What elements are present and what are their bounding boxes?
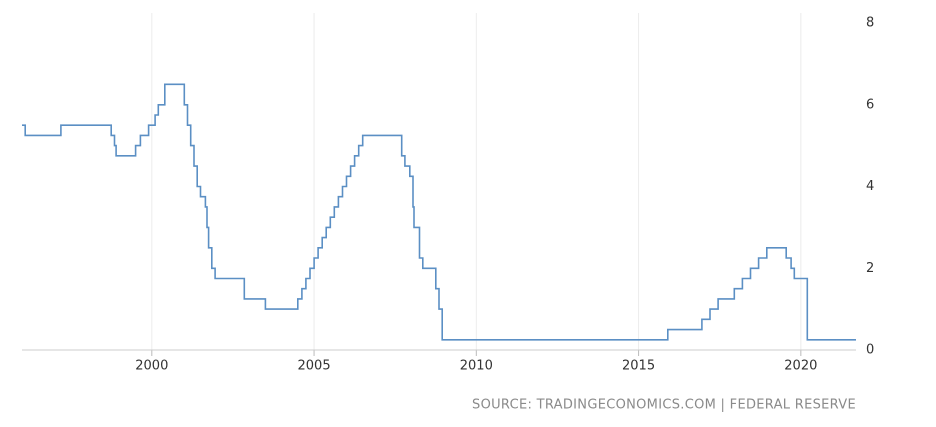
data-line [22,83,856,341]
source-note: SOURCE: TRADINGECONOMICS.COM | FEDERAL R… [472,398,856,413]
x-tick-label: 2000 [135,359,168,374]
y-tick-label: 0 [866,343,874,358]
x-tick-label: 2010 [460,359,493,374]
y-tick-label: 8 [866,16,874,31]
y-tick-label: 6 [866,97,874,112]
x-tick-label: 2020 [784,359,817,374]
y-tick-label: 2 [866,261,874,276]
x-tick-label: 2015 [622,359,655,374]
x-tick-label: 2005 [298,359,331,374]
y-tick-label: 4 [866,179,874,194]
